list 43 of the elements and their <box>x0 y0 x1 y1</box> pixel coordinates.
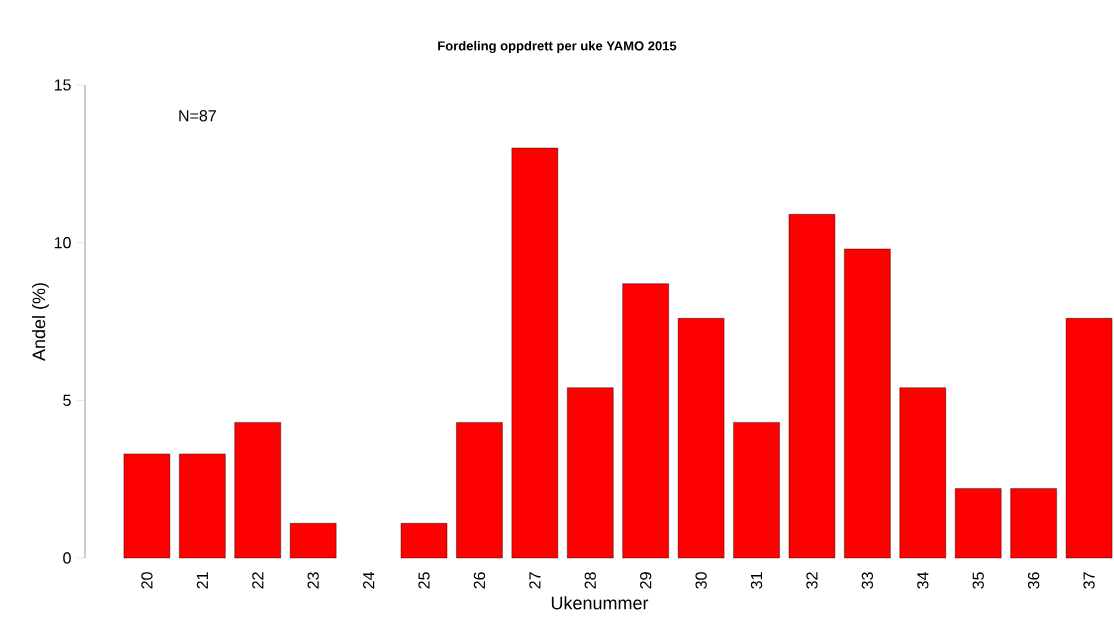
x-tick-label: 26 <box>473 572 486 589</box>
x-tick-label: 24 <box>363 572 375 589</box>
x-tick-label: 20 <box>141 572 153 589</box>
bar <box>899 387 946 559</box>
bar <box>677 318 725 559</box>
bar <box>1010 488 1057 559</box>
bar <box>788 214 836 559</box>
bar <box>179 453 226 559</box>
x-tick-label: 27 <box>529 572 541 589</box>
x-tick-label: 33 <box>861 572 874 589</box>
bar <box>567 387 614 559</box>
y-tick-label: 0 <box>63 552 71 564</box>
bar <box>289 523 337 559</box>
bar <box>955 488 1002 559</box>
bar <box>123 453 171 559</box>
x-axis-title: Ukenummer <box>551 596 649 610</box>
bar <box>234 422 281 559</box>
x-tick-label: 34 <box>917 572 929 589</box>
bar <box>456 422 503 559</box>
y-tick-label: 5 <box>63 394 71 406</box>
y-axis-title: Andel (%) <box>32 283 49 361</box>
x-tick-label: 21 <box>196 572 208 589</box>
bar <box>733 422 780 559</box>
x-tick-label: 36 <box>1027 572 1040 589</box>
bar <box>844 248 891 559</box>
bar <box>400 523 448 559</box>
annotation: N=87 <box>179 110 216 122</box>
bar <box>511 147 559 559</box>
x-tick-label: 35 <box>972 572 984 589</box>
bar <box>1065 318 1113 559</box>
x-tick-label: 29 <box>640 572 652 589</box>
x-tick-label: 30 <box>695 572 707 589</box>
x-tick-label: 37 <box>1083 572 1095 589</box>
bar <box>622 283 669 559</box>
x-tick-label: 23 <box>307 572 319 589</box>
x-tick-label: 22 <box>252 572 264 589</box>
x-tick-label: 31 <box>750 572 763 589</box>
x-tick-label: 25 <box>418 572 430 589</box>
x-tick-label: 32 <box>806 572 818 589</box>
chart-title: Fordeling oppdrett per uke YAMO 2015 <box>438 40 677 54</box>
y-tick-label: 15 <box>54 79 71 91</box>
y-tick-label: 10 <box>54 237 71 249</box>
x-tick-label: 28 <box>584 572 596 589</box>
